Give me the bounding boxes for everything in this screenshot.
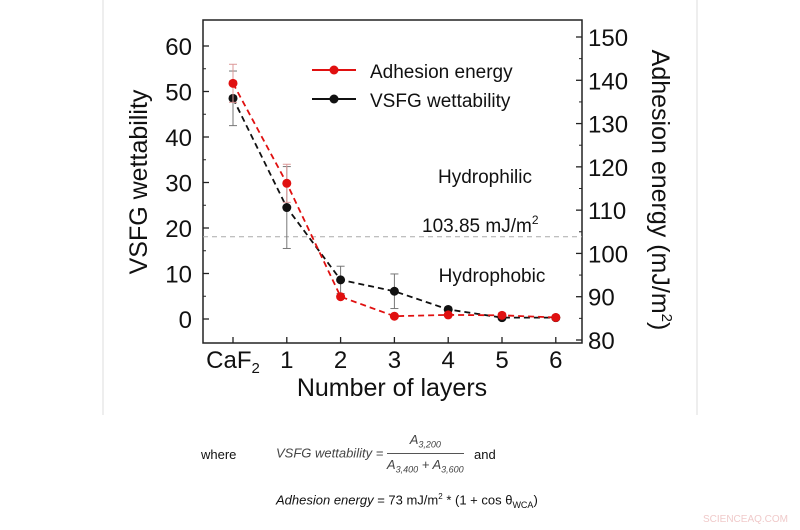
data-point-adhesion [389,311,399,321]
y-tick-label-left: 40 [165,125,192,152]
y-tick-label-left: 30 [165,171,192,198]
x-tick-label: 5 [495,347,508,374]
annotation-hydrophilic: Hydrophilic [438,167,532,188]
adhesion-sub: WCA [512,499,534,510]
y-tick-label-right: 140 [588,68,628,95]
adhesion-rest: * (1 + cos θ [442,492,513,508]
den-plus: + [418,456,433,472]
data-point-adhesion [228,78,238,88]
data-point-adhesion [443,310,453,320]
data-point-vsfg [282,203,292,213]
x-tick-label: 6 [549,347,562,374]
watermark: SCIENCEAQ.COM [703,514,789,525]
y-tick-label-right: 110 [588,198,626,225]
den-a: A [386,456,396,472]
y-tick-label-right: 100 [588,241,628,268]
den-a-sub: 3,400 [395,464,419,475]
y-tick-label-right: 150 [588,25,628,52]
den-b: A [432,456,442,472]
legend-marker-adhesion [329,65,339,75]
adhesion-close: ) [533,492,538,508]
plot-frame [202,19,583,344]
data-point-vsfg [389,286,399,296]
vsfg-formula: VSFG wettability = A3,200 A3,400 + A3,60… [276,432,464,474]
vsfg-lhs: VSFG wettability = [276,445,384,461]
y-axis-label-right: Adhesion energy (mJ/m2) [646,50,675,331]
adhesion-lhs: Adhesion energy [276,492,374,508]
threshold-label: 103.85 mJ/m2 [422,213,539,237]
data-point-adhesion [282,178,292,188]
x-tick-label: 4 [442,347,455,374]
data-point-vsfg [336,275,346,285]
data-point-adhesion [336,292,346,302]
legend-label-adhesion: Adhesion energy [370,62,513,83]
y-tick-label-left: 60 [165,34,192,61]
vsfg-fraction: A3,200 A3,400 + A3,600 [386,432,464,475]
legend: Adhesion energy VSFG wettability [312,62,513,112]
num-a: A [409,432,419,447]
y-tick-label-left: 0 [179,307,192,334]
y-tick-label-left: 10 [165,262,192,289]
adhesion-sup: 2 [438,492,443,501]
y-tick-label-right: 120 [588,155,628,182]
chart: 0 10 20 30 40 50 60 80 90 100 110 120 130 140 150 CaF2 1… [102,0,698,415]
legend-label-vsfg: VSFG wettability [370,91,511,112]
y-tick-label-right: 90 [588,285,615,312]
data-point-adhesion [497,310,507,320]
x-tick-label: 1 [280,347,293,374]
x-tick-label: 2 [334,347,347,374]
x-tick-label: CaF2 [206,347,260,377]
data-point-adhesion [551,312,561,322]
formula-where: where [201,447,237,462]
adhesion-rhs: = 73 mJ/m [373,492,439,508]
y-tick-label-left: 50 [165,80,192,107]
legend-marker-vsfg [329,94,339,104]
y-axis-label-left: VSFG wettability [125,89,153,274]
num-sub: 3,200 [418,439,441,450]
y-tick-label-right: 130 [588,112,628,139]
y-tick-label-left: 20 [165,216,192,243]
den-b-sub: 3,600 [441,464,464,475]
x-tick-label: 3 [388,347,401,374]
adhesion-formula: Adhesion energy = 73 mJ/m2 * (1 + cos θW… [276,492,538,510]
formula-and: and [474,447,496,462]
x-axis-label: Number of layers [297,374,487,402]
annotation-hydrophobic: Hydrophobic [439,266,546,287]
y-tick-label-right: 80 [588,328,615,355]
